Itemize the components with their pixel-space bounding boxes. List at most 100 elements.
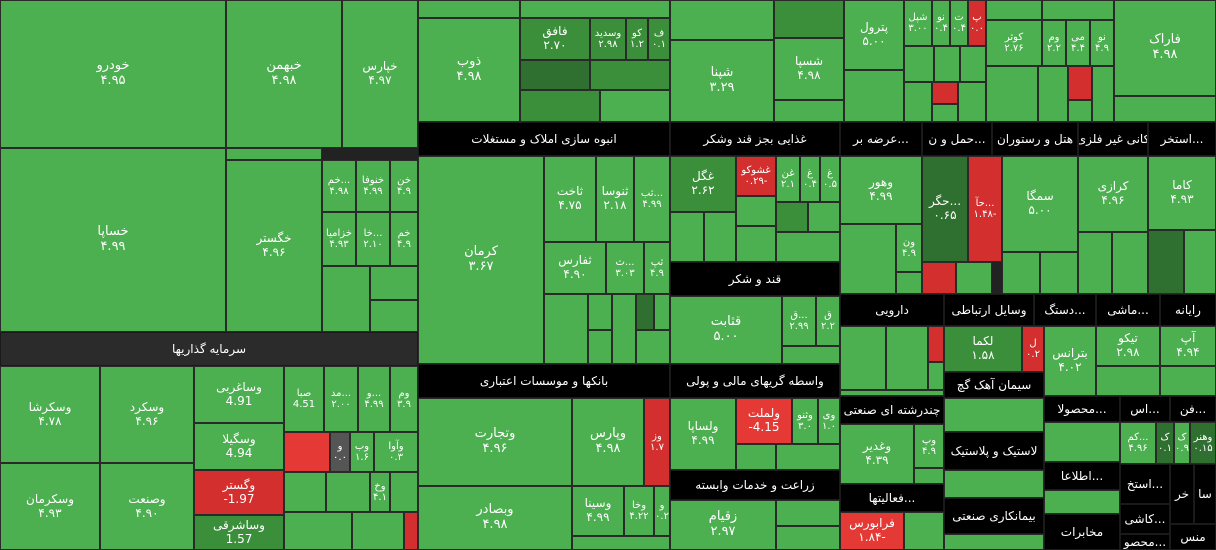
tile-khnovfa[interactable]: خنوفا ۴.۹۹ — [356, 160, 390, 212]
tile-khpars[interactable]: خپارس ۴.۹۷ — [342, 0, 418, 148]
tile-filler — [1044, 490, 1120, 514]
tile-gh1[interactable]: غ ۰.۴ — [800, 156, 820, 202]
tile-safars[interactable]: ثفارس ۴.۹۰ — [544, 242, 606, 294]
tile-ko[interactable]: کو ۱.۲ — [626, 18, 648, 60]
tile-tiko[interactable]: تیکو ۲.۹۸ — [1096, 326, 1160, 366]
tile-ghshoko[interactable]: غشوکو ۰.۲۹- — [736, 156, 776, 196]
tile-vsina[interactable]: وسینا ۴.۹۹ — [572, 486, 624, 536]
tile-shsepa[interactable]: شسپا ۴.۹۸ — [774, 38, 844, 100]
tile-k1[interactable]: ک ۰.۱ — [1156, 422, 1174, 464]
tile-saba[interactable]: صبا 4.51 — [284, 366, 324, 432]
tile-kham[interactable]: خم... ۴.۹۸ — [322, 160, 356, 212]
tile-farabourse[interactable]: فرابورس ۱.۸۴- — [840, 512, 904, 550]
tile-vsagila[interactable]: وسگیلا 4.94 — [194, 423, 284, 470]
tile-mi[interactable]: می ۴.۴ — [1066, 20, 1090, 66]
tile-fafagh[interactable]: فافق ۲.۷۰ — [520, 18, 590, 60]
tile-khn[interactable]: خن ۴.۹ — [390, 160, 418, 212]
tile-vkha[interactable]: وخا ۴.۲۲ — [624, 486, 654, 536]
tile-khsapa[interactable]: خساپا ۴.۹۹ — [0, 148, 226, 332]
tile-vap[interactable]: وپ ۴.۹ — [914, 424, 944, 468]
tile-kerazi[interactable]: کرازی ۴.۹۶ — [1078, 156, 1148, 232]
tile-kerman[interactable]: کرمان ۳.۶۷ — [418, 156, 544, 364]
tile-gh-q[interactable]: ق ۲.۲ — [816, 296, 840, 346]
tile-vsagharbi[interactable]: وساغربی 4.91 — [194, 366, 284, 423]
tile-volmelat[interactable]: ولملت -4.15 — [736, 398, 792, 444]
tile-ghgol[interactable]: غگل ۲.۶۲ — [670, 156, 736, 212]
tile-sap[interactable]: ثپ ۴.۹ — [644, 242, 670, 294]
tile-vghadir[interactable]: وغدیر ۴.۳۹ — [840, 424, 914, 484]
tile-sakht[interactable]: ثاخت ۴.۷۵ — [544, 156, 596, 242]
tile-vava[interactable]: وآوا ۰.۳ — [374, 432, 418, 472]
tile-gh-dots[interactable]: ق... ۲.۹۹ — [782, 296, 816, 346]
tile-gh2[interactable]: غ ۰.۵ — [820, 156, 840, 202]
tile-vsanat[interactable]: وصنعت ۴.۹۰ — [100, 463, 194, 550]
tile-farak[interactable]: فاراک ۴.۹۸ — [1114, 0, 1216, 96]
tile-kama[interactable]: کاما ۴.۹۳ — [1148, 156, 1216, 230]
tile-ghsabet[interactable]: قثابت ۵.۰۰ — [670, 296, 782, 364]
tile-kha[interactable]: خا... ۲.۱۰ — [356, 212, 390, 266]
tile-filler — [654, 294, 670, 330]
tile-v-dots[interactable]: و... ۴.۹۹ — [358, 366, 390, 432]
tile-kosar[interactable]: کوثر ۲.۷۶ — [986, 20, 1042, 66]
tile-hgar[interactable]: حگر... ۰.۶۵ — [922, 156, 968, 262]
tile-khbahman[interactable]: خبهمن ۴.۹۸ — [226, 0, 342, 148]
tile-v2[interactable]: و ۰.۲ — [654, 486, 670, 536]
tile-khgostar[interactable]: خگستر ۴.۹۶ — [226, 160, 322, 332]
tile-vm[interactable]: وم ۳.۹ — [390, 366, 418, 432]
tile-s-dots[interactable]: ث... ۳.۰۳ — [606, 242, 644, 294]
tile-vpars[interactable]: وپارس ۴.۹۸ — [572, 398, 644, 486]
tile-f[interactable]: ف ۰.۱ — [648, 18, 670, 60]
tile-vsadid[interactable]: وسدید ۲.۹۸ — [590, 18, 626, 60]
tile-red-unlabeled — [1068, 66, 1092, 100]
tile-shapol[interactable]: شپل ۳.۰۰ — [904, 0, 932, 46]
tile-petrol[interactable]: پترول ۵.۰۰ — [844, 0, 904, 70]
tile-vahour[interactable]: وهور ۴.۹۹ — [840, 156, 922, 224]
tile-ghan[interactable]: غن ۲.۱ — [776, 156, 800, 202]
group-header-tiles: کاشی... — [1120, 504, 1170, 534]
tile-vsakrsha[interactable]: وسکرشا ۴.۷۸ — [0, 366, 100, 463]
tile-red-unlabeled[interactable] — [284, 432, 330, 472]
tile-samga[interactable]: سمگا ۵.۰۰ — [1002, 156, 1078, 252]
tile-filler — [1038, 66, 1068, 122]
tile-filler — [1078, 232, 1112, 294]
tile-mad[interactable]: مد... ۲.۰۰ — [324, 366, 358, 432]
tile-khzamia[interactable]: خزامیا ۴.۹۳ — [322, 212, 356, 266]
tile-vtejarat[interactable]: وتجارت ۴.۹۶ — [418, 398, 572, 486]
tile-kam[interactable]: کم... ۴.۹۶ — [1120, 422, 1156, 464]
tile-nou[interactable]: نو ۴.۹ — [1090, 20, 1114, 66]
tile-vi[interactable]: وی ۱.۰ — [818, 398, 840, 444]
tile-filler — [774, 0, 844, 38]
tile-p[interactable]: پ ۰.۰ — [968, 0, 986, 46]
tile-sab[interactable]: ثب... ۴.۹۹ — [634, 156, 670, 242]
tile-t[interactable]: ت ۰.۴ — [950, 0, 968, 46]
tile-sanousa[interactable]: ثنوسا ۲.۱۸ — [596, 156, 634, 242]
tile-k2[interactable]: ک ۰.۹ — [1174, 422, 1190, 464]
tile-vgostar[interactable]: وگستر -1.97 — [194, 470, 284, 515]
tile-ha[interactable]: حآ... ۱.۴۸- — [968, 156, 1002, 262]
tile-vhonar[interactable]: وهنر ۰.۱۵ — [1190, 422, 1216, 464]
tile-vkh[interactable]: وخ ۴.۱ — [370, 472, 390, 512]
tile-lam[interactable]: ل ۰.۲ — [1022, 326, 1044, 372]
tile-v[interactable]: و ۰.۰ — [330, 432, 350, 472]
tile-volsapa[interactable]: ولساپا ۴.۹۹ — [670, 398, 736, 470]
tile-shpna[interactable]: شپنا ۳.۲۹ — [670, 40, 774, 122]
tile-zob[interactable]: ذوب ۴.۹۸ — [418, 18, 520, 122]
tile-khodro[interactable]: خودرو ۴.۹۵ — [0, 0, 226, 148]
tile-lakma[interactable]: لکما ۱.۵۸ — [944, 326, 1022, 372]
tile-vsno[interactable]: وثنو ۳.۰ — [792, 398, 818, 444]
tile-vsakord[interactable]: وسکرد ۴.۹۶ — [100, 366, 194, 463]
tile-vbsader[interactable]: وبصادر ۴.۹۸ — [418, 486, 572, 550]
tile-filler — [776, 232, 840, 262]
tile-vsakerman[interactable]: وسکرمان ۴.۹۳ — [0, 463, 100, 550]
tile-khm[interactable]: خم ۴.۹ — [390, 212, 418, 266]
tile-no[interactable]: نو ۰.۴ — [932, 0, 950, 46]
tile-ap[interactable]: آپ ۴.۹۴ — [1160, 326, 1216, 366]
tile-vb[interactable]: وب ۱.۶ — [350, 432, 374, 472]
tile-van[interactable]: ون ۴.۹ — [896, 224, 922, 272]
tile-vaz[interactable]: وز ۱.۷ — [644, 398, 670, 486]
tile-betrans[interactable]: بترانس ۴.۰۲ — [1044, 326, 1096, 396]
tile-zaghiam[interactable]: زقیام ۲.۹۷ — [670, 500, 776, 550]
tile-vsasharghi[interactable]: وساشرقی 1.57 — [194, 515, 284, 550]
tile-filler — [370, 300, 418, 332]
tile-vam[interactable]: وم ۲.۲ — [1042, 20, 1066, 66]
